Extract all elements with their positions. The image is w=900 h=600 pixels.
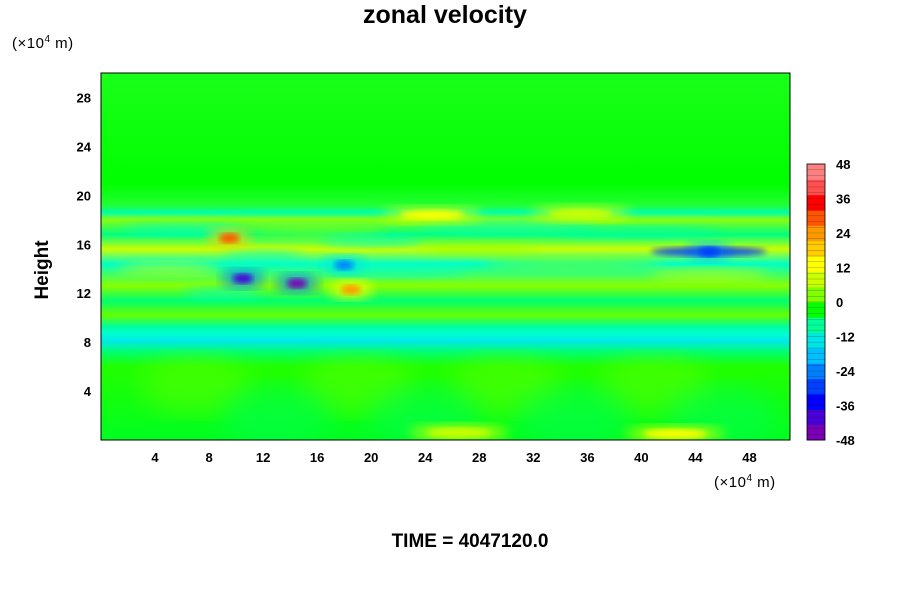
colorbar-swatch <box>807 394 825 410</box>
colorbar-swatch <box>807 332 825 349</box>
x-tick-label: 28 <box>472 450 486 465</box>
x-tick-label: 44 <box>688 450 703 465</box>
anomaly-positive <box>643 428 708 439</box>
field-texture <box>223 249 304 264</box>
anomaly-positive <box>427 427 492 438</box>
y-tick-label: 20 <box>77 188 91 203</box>
x-tick-label: 40 <box>634 450 648 465</box>
field-texture <box>419 242 540 257</box>
anomaly-positive <box>219 233 240 244</box>
anomaly-negative <box>334 260 355 271</box>
colorbar-tick-label: 48 <box>836 157 850 172</box>
x-tick-label: 36 <box>580 450 594 465</box>
x-axis-unit: (×104 m) <box>714 473 776 491</box>
colorbar-tick-label: -12 <box>836 330 855 345</box>
colorbar-swatch <box>807 363 825 380</box>
colorbar-tick-label: -48 <box>836 433 855 448</box>
x-tick-label: 12 <box>256 450 270 465</box>
colorbar-swatch <box>807 302 825 318</box>
x-tick-label: 48 <box>742 450 756 465</box>
y-tick-label: 8 <box>84 335 91 350</box>
anomaly-positive <box>399 209 464 220</box>
anomaly-negative <box>286 278 307 289</box>
colorbar-tick-label: -24 <box>836 364 856 379</box>
y-tick-label: 4 <box>84 384 92 399</box>
jet-streak <box>650 246 767 257</box>
y-tick-label: 12 <box>77 286 91 301</box>
field-texture <box>182 286 263 301</box>
colorbar-tick-label: 36 <box>836 192 850 207</box>
colorbar-swatch <box>807 194 825 211</box>
field-texture <box>221 385 332 440</box>
time-label: TIME = 4047120.0 <box>391 531 549 552</box>
field-texture <box>483 255 664 270</box>
y-tick-label: 16 <box>77 237 91 252</box>
anomaly-positive <box>548 208 613 219</box>
colorbar-swatch <box>807 210 825 226</box>
chart-title: zonal velocity <box>363 1 527 29</box>
y-axis-unit: (×104 m) <box>12 34 74 52</box>
field-texture <box>321 233 422 248</box>
x-tick-label: 8 <box>205 450 212 465</box>
colorbar-swatch <box>807 179 825 196</box>
colorbar-frame <box>806 163 826 441</box>
field-texture <box>648 267 769 282</box>
colorbar-swatch <box>807 348 825 364</box>
colorbar-tick-label: 12 <box>836 261 850 276</box>
colorbar-tick-label: 24 <box>836 226 851 241</box>
anomaly-positive <box>340 284 361 295</box>
plot-frame <box>100 72 791 441</box>
field-texture <box>416 220 597 235</box>
x-tick-label: 16 <box>310 450 324 465</box>
colorbar-tick-label: -36 <box>836 399 855 414</box>
colorbar-swatch <box>807 164 825 180</box>
x-tick-label: 32 <box>526 450 540 465</box>
colorbar-swatch <box>807 286 825 303</box>
colorbar-tick-label: 0 <box>836 295 843 310</box>
colorbar-swatch <box>807 225 825 242</box>
field-texture <box>118 261 219 276</box>
colorbar-swatch <box>807 424 825 441</box>
x-tick-label: 24 <box>418 450 433 465</box>
y-tick-label: 28 <box>77 90 91 105</box>
velocity-field <box>101 73 790 440</box>
x-tick-label: 20 <box>364 450 378 465</box>
field-texture <box>518 385 629 440</box>
x-tick-label: 4 <box>151 450 159 465</box>
colorbar-swatch <box>807 409 825 426</box>
y-tick-label: 24 <box>77 139 92 154</box>
colorbar-swatch <box>807 317 825 334</box>
colorbar-swatch <box>807 378 825 395</box>
field-texture <box>561 225 722 240</box>
field-texture <box>140 354 251 415</box>
anomaly-negative <box>232 273 253 284</box>
colorbar-swatch <box>807 256 825 272</box>
colorbar-swatch <box>807 271 825 288</box>
colorbar-swatch <box>807 240 825 257</box>
